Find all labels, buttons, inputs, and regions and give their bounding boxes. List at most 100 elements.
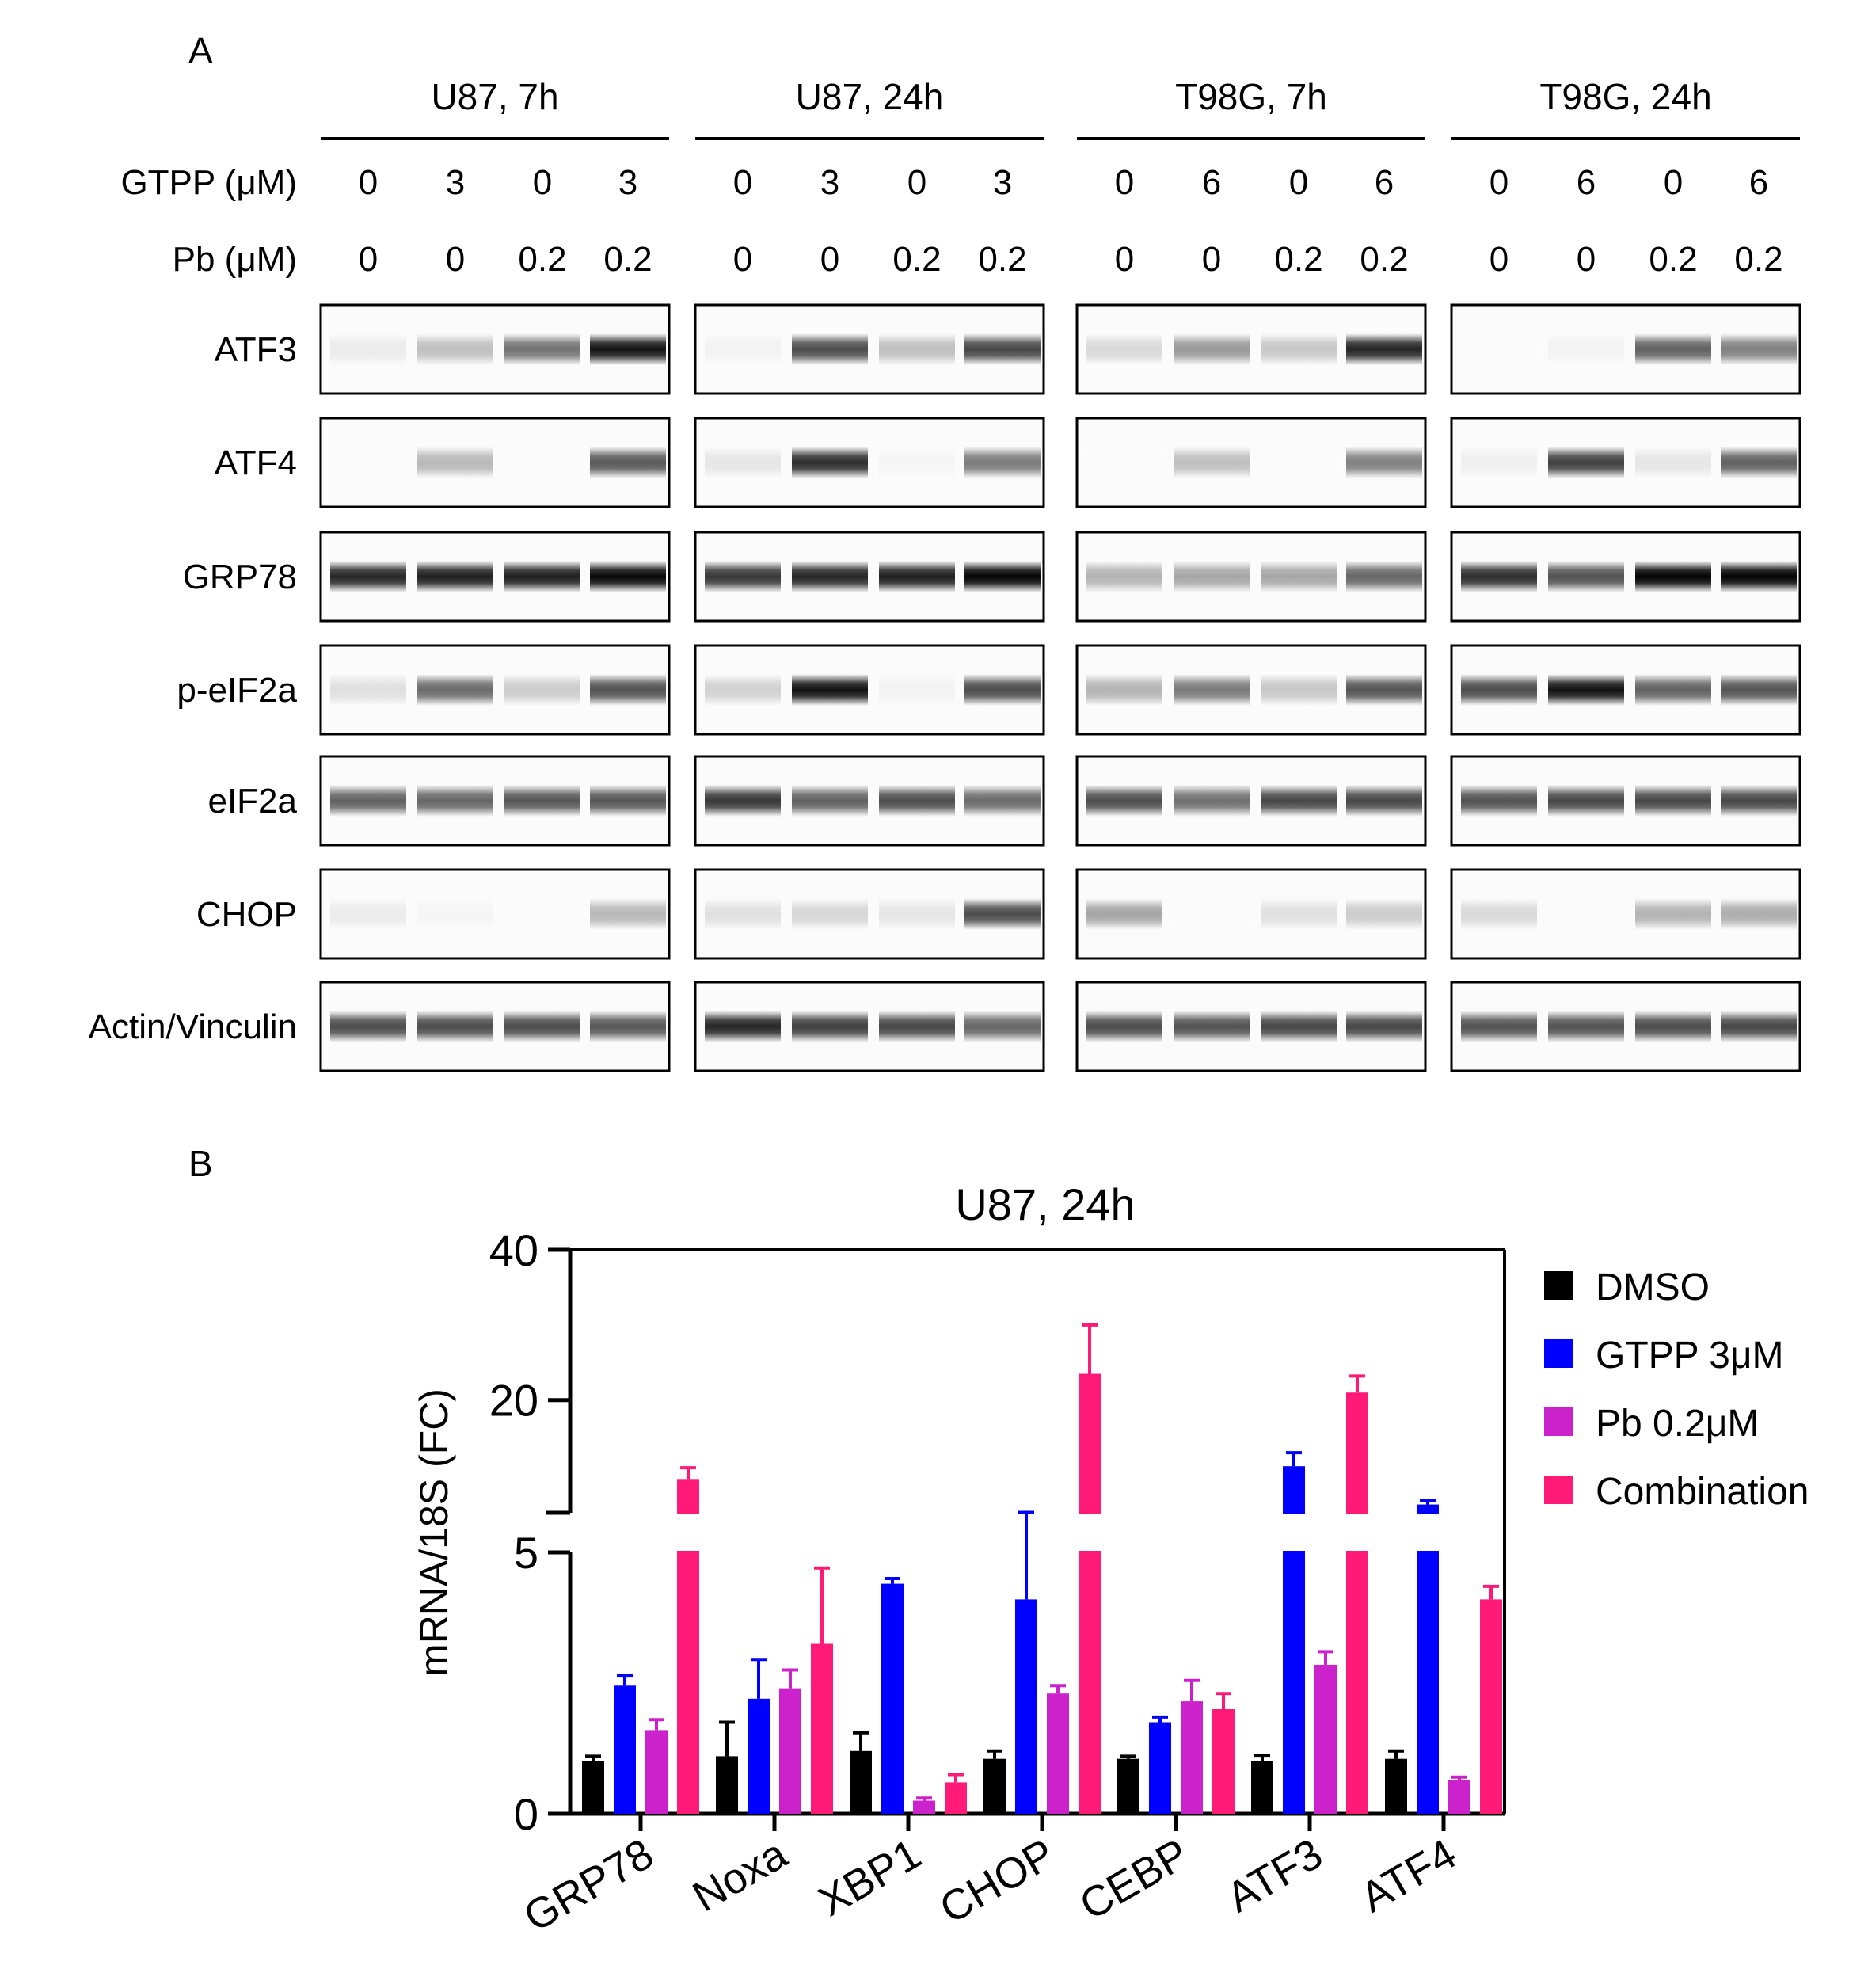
blot-band	[504, 674, 580, 706]
bar	[1280, 1451, 1308, 1814]
break-gap	[1343, 1514, 1372, 1551]
blot-band	[1261, 898, 1337, 930]
blot-band	[705, 447, 781, 478]
blot-band	[504, 561, 580, 592]
legend-label: Combination	[1596, 1471, 1809, 1513]
y-axis-label: mRNA/18S (FC)	[412, 1388, 456, 1677]
blot-band	[705, 785, 781, 817]
blot-band	[1721, 898, 1797, 930]
chart-legend: DMSO GTPP 3μM Pb 0.2μM Combination	[1544, 1266, 1809, 1513]
condition-groups: U87, 7h 0 0 3 0 0 0.2 3 0.2 U87, 24h 0 0 3 0 0 0.2 3 0.2 T…	[321, 76, 1800, 279]
bar	[1314, 1650, 1337, 1814]
blot-band	[1346, 447, 1422, 478]
blot-band	[1721, 674, 1797, 706]
blot-band	[330, 785, 406, 817]
blot-band	[1261, 561, 1337, 592]
blot-band	[1346, 674, 1422, 706]
blot-band	[792, 1011, 868, 1042]
bar	[811, 1566, 833, 1814]
blot-band	[792, 785, 868, 817]
blot-protein-label: CHOP	[196, 895, 297, 934]
blot-protein-label: ATF3	[215, 330, 297, 369]
blot-band	[1346, 785, 1422, 817]
group-title: U87, 7h	[431, 76, 558, 117]
pb-value: 0	[1577, 240, 1596, 279]
gtpp-value: 3	[446, 163, 465, 202]
blot-band	[964, 447, 1041, 478]
bar	[614, 1674, 636, 1814]
gtpp-value: 0	[1289, 163, 1308, 202]
pb-value: 0	[820, 240, 839, 279]
blot-band	[1721, 1011, 1797, 1042]
blot-band	[1635, 1011, 1711, 1042]
blot-band	[330, 674, 406, 706]
blot-band	[590, 674, 666, 706]
gtpp-value: 0	[1664, 163, 1683, 202]
gtpp-value: 0	[907, 163, 926, 202]
blot-band	[705, 898, 781, 930]
blot-band	[1548, 674, 1624, 706]
blot-protein-label: Actin/Vinculin	[89, 1007, 297, 1046]
blot-band	[792, 561, 868, 592]
blot-band	[705, 561, 781, 592]
blot-band	[1174, 1011, 1250, 1042]
legend-swatch	[1544, 1407, 1573, 1436]
blot-band	[504, 333, 580, 365]
blot-band	[1086, 674, 1162, 706]
blot-band	[504, 1011, 580, 1042]
blot-band	[879, 674, 955, 706]
pb-row-label: Pb (μM)	[173, 240, 297, 279]
gtpp-value: 6	[1375, 163, 1394, 202]
blot-band	[1461, 561, 1537, 592]
pb-value: 0	[359, 240, 378, 279]
blot-band	[705, 674, 781, 706]
gtpp-value: 0	[359, 163, 378, 202]
pb-value: 0.2	[603, 240, 652, 279]
legend-label: GTPP 3μM	[1596, 1335, 1784, 1377]
blot-band	[590, 898, 666, 930]
blot-band	[590, 785, 666, 817]
pb-value: 0.2	[1734, 240, 1782, 279]
bar	[1480, 1584, 1502, 1814]
blot-band	[417, 898, 493, 930]
gtpp-row-label: GTPP (μM)	[120, 163, 297, 202]
bar	[1343, 1374, 1372, 1814]
blot-band	[1548, 898, 1624, 930]
bar	[716, 1720, 738, 1814]
y-tick-label: 40	[489, 1225, 538, 1275]
chart-title: U87, 24h	[955, 1179, 1135, 1229]
blot-band	[1086, 447, 1162, 478]
x-category-label: ATF4	[1353, 1830, 1464, 1921]
legend-swatch	[1544, 1339, 1573, 1368]
blot-band	[1721, 447, 1797, 478]
gtpp-value: 3	[820, 163, 839, 202]
break-gap	[1413, 1514, 1442, 1551]
pb-value: 0.2	[1274, 240, 1322, 279]
blot-band	[1461, 333, 1537, 365]
bar-chart: 0 5 20 40 GRP78 Noxa XBP1 CHOP CEBP ATF3 ATF4	[489, 1225, 1506, 1941]
blot-band	[504, 898, 580, 930]
blot-band	[1086, 1011, 1162, 1042]
group-title: U87, 24h	[796, 76, 944, 117]
bar	[945, 1773, 967, 1814]
pb-value: 0.2	[518, 240, 566, 279]
bar	[850, 1731, 872, 1814]
x-category-label: CEBP	[1072, 1830, 1197, 1929]
gtpp-value: 0	[733, 163, 752, 202]
x-category-label: ATF3	[1219, 1830, 1330, 1921]
blot-band	[1548, 333, 1624, 365]
blot-band	[1174, 333, 1250, 365]
blot-band	[964, 898, 1041, 930]
blot-band	[1086, 561, 1162, 592]
legend-swatch	[1544, 1476, 1573, 1504]
blot-band	[330, 898, 406, 930]
blot-band	[705, 1011, 781, 1042]
pb-value: 0	[1202, 240, 1221, 279]
bar	[1149, 1715, 1171, 1814]
blot-band	[1261, 785, 1337, 817]
bar	[983, 1749, 1006, 1814]
blot-band	[1346, 561, 1422, 592]
blot-band	[330, 333, 406, 365]
blot-band	[1461, 898, 1537, 930]
